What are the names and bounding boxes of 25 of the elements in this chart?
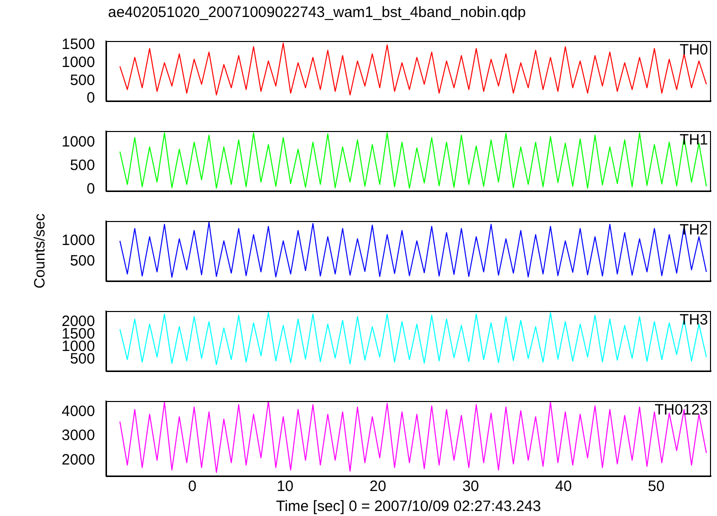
series-label: TH0123 — [654, 402, 708, 419]
y-tick-label: 0 — [86, 180, 95, 198]
x-tick-label: 30 — [462, 478, 480, 496]
series-label: TH3 — [680, 312, 708, 329]
series-label: TH0 — [680, 42, 708, 59]
y-tick-label: 500 — [70, 252, 95, 270]
x-tick-label: 40 — [555, 478, 572, 496]
y-tick-label: 0 — [86, 90, 95, 107]
y-tick-label: 500 — [70, 350, 95, 368]
y-tick-label: 1500 — [62, 36, 95, 54]
x-tick-label: 10 — [276, 478, 294, 496]
y-tick-label: 4000 — [62, 403, 95, 420]
y-tick-label: 1000 — [62, 232, 95, 250]
x-tick-label: 20 — [370, 478, 386, 496]
chart-title: ae402051020_20071009022743_wam1_bst_4band_nobin.qdp — [108, 4, 526, 21]
y-axis-title: Counts/sec — [32, 213, 48, 289]
y-tick-label: 2000 — [62, 451, 95, 468]
y-tick-label: 3000 — [62, 427, 95, 444]
x-tick-label: 0 — [188, 478, 196, 496]
y-tick-label: 500 — [70, 72, 95, 89]
y-tick-label: 1000 — [62, 133, 95, 150]
x-tick-label: 50 — [648, 478, 665, 496]
y-tick-label: 500 — [70, 156, 95, 174]
y-tick-label: 1000 — [62, 54, 95, 71]
x-axis-title: Time [sec] 0 = 2007/10/09 02:27:43.243 — [276, 498, 542, 516]
